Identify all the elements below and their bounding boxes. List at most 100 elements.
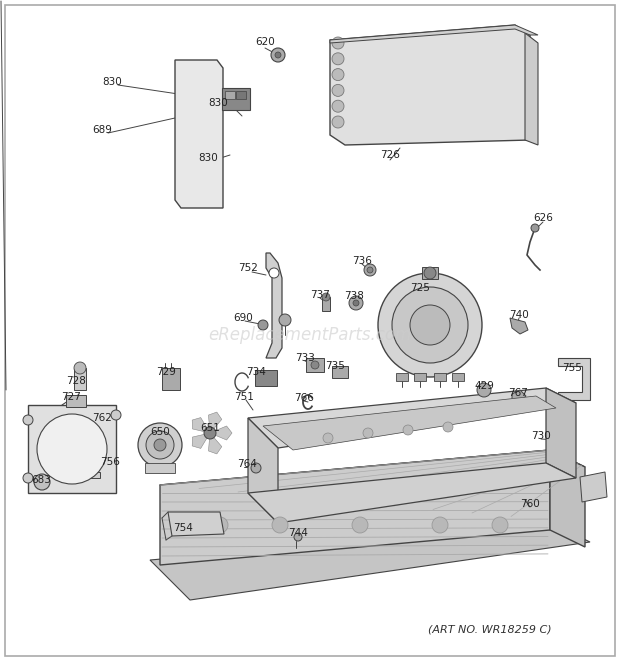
Bar — [255, 370, 277, 386]
Circle shape — [349, 296, 363, 310]
Polygon shape — [192, 433, 210, 448]
Circle shape — [332, 53, 344, 65]
Polygon shape — [580, 472, 607, 502]
Circle shape — [353, 300, 359, 306]
Bar — [162, 368, 180, 390]
Circle shape — [311, 361, 319, 369]
Text: (ART NO. WR18259 C): (ART NO. WR18259 C) — [428, 625, 552, 635]
Circle shape — [212, 517, 228, 533]
Text: 429: 429 — [474, 381, 494, 391]
Text: 738: 738 — [344, 291, 364, 301]
Circle shape — [323, 433, 333, 443]
Circle shape — [37, 414, 107, 484]
Text: 728: 728 — [66, 376, 86, 386]
Circle shape — [23, 473, 33, 483]
Text: 830: 830 — [198, 153, 218, 163]
Circle shape — [23, 415, 33, 425]
Polygon shape — [168, 512, 224, 536]
Bar — [222, 88, 250, 110]
Circle shape — [367, 267, 373, 273]
Polygon shape — [550, 450, 585, 547]
Text: 726: 726 — [380, 150, 400, 160]
Polygon shape — [75, 458, 100, 478]
Bar — [414, 373, 426, 381]
Circle shape — [403, 425, 413, 435]
Text: 756: 756 — [100, 457, 120, 467]
Text: 766: 766 — [294, 393, 314, 403]
Circle shape — [531, 224, 539, 232]
Circle shape — [378, 273, 482, 377]
Text: 620: 620 — [255, 37, 275, 47]
Circle shape — [279, 314, 291, 326]
Polygon shape — [248, 418, 278, 523]
Polygon shape — [175, 60, 223, 208]
Text: 734: 734 — [246, 367, 266, 377]
Polygon shape — [160, 450, 550, 565]
Circle shape — [424, 267, 436, 279]
Text: 754: 754 — [173, 523, 193, 533]
Polygon shape — [150, 525, 590, 600]
Circle shape — [275, 52, 281, 58]
Polygon shape — [558, 358, 590, 400]
Polygon shape — [248, 463, 576, 523]
Circle shape — [332, 116, 344, 128]
Text: 760: 760 — [520, 499, 540, 509]
Bar — [434, 373, 446, 381]
Text: 730: 730 — [531, 431, 551, 441]
Text: 767: 767 — [508, 388, 528, 398]
Circle shape — [477, 383, 491, 397]
Circle shape — [111, 410, 121, 420]
Bar — [452, 373, 464, 381]
Text: 740: 740 — [509, 310, 529, 320]
Circle shape — [269, 268, 279, 278]
Circle shape — [492, 517, 508, 533]
Text: 729: 729 — [156, 367, 176, 377]
Polygon shape — [263, 396, 556, 450]
Bar — [145, 463, 175, 473]
Bar — [225, 91, 235, 99]
Bar — [66, 395, 86, 407]
Circle shape — [146, 431, 174, 459]
Polygon shape — [330, 25, 530, 145]
Circle shape — [294, 533, 302, 541]
Circle shape — [410, 305, 450, 345]
Polygon shape — [248, 388, 576, 448]
Circle shape — [332, 85, 344, 97]
Text: 751: 751 — [234, 392, 254, 402]
Text: 755: 755 — [562, 363, 582, 373]
Bar — [332, 366, 348, 378]
Text: 764: 764 — [237, 459, 257, 469]
Circle shape — [74, 362, 86, 374]
Text: 830: 830 — [102, 77, 122, 87]
Text: 690: 690 — [233, 313, 253, 323]
Bar — [74, 368, 86, 390]
Polygon shape — [210, 426, 232, 440]
Circle shape — [432, 517, 448, 533]
Text: 830: 830 — [208, 98, 228, 108]
Text: 733: 733 — [295, 353, 315, 363]
Text: 651: 651 — [200, 423, 220, 433]
Text: eReplacementParts.com: eReplacementParts.com — [208, 326, 412, 344]
Circle shape — [204, 427, 216, 439]
Circle shape — [138, 423, 182, 467]
Text: 737: 737 — [310, 290, 330, 300]
Text: 752: 752 — [238, 263, 258, 273]
Bar — [322, 297, 330, 311]
Circle shape — [364, 264, 376, 276]
Circle shape — [363, 428, 373, 438]
Text: 626: 626 — [533, 213, 553, 223]
Polygon shape — [266, 253, 282, 358]
Bar — [28, 405, 116, 493]
Polygon shape — [192, 418, 210, 433]
Bar — [422, 267, 438, 279]
Text: 735: 735 — [325, 361, 345, 371]
Circle shape — [271, 48, 285, 62]
Circle shape — [352, 517, 368, 533]
Circle shape — [154, 439, 166, 451]
Polygon shape — [510, 318, 528, 334]
Circle shape — [332, 37, 344, 49]
Circle shape — [34, 474, 50, 490]
Circle shape — [332, 100, 344, 112]
Polygon shape — [525, 33, 538, 145]
Polygon shape — [512, 390, 526, 402]
